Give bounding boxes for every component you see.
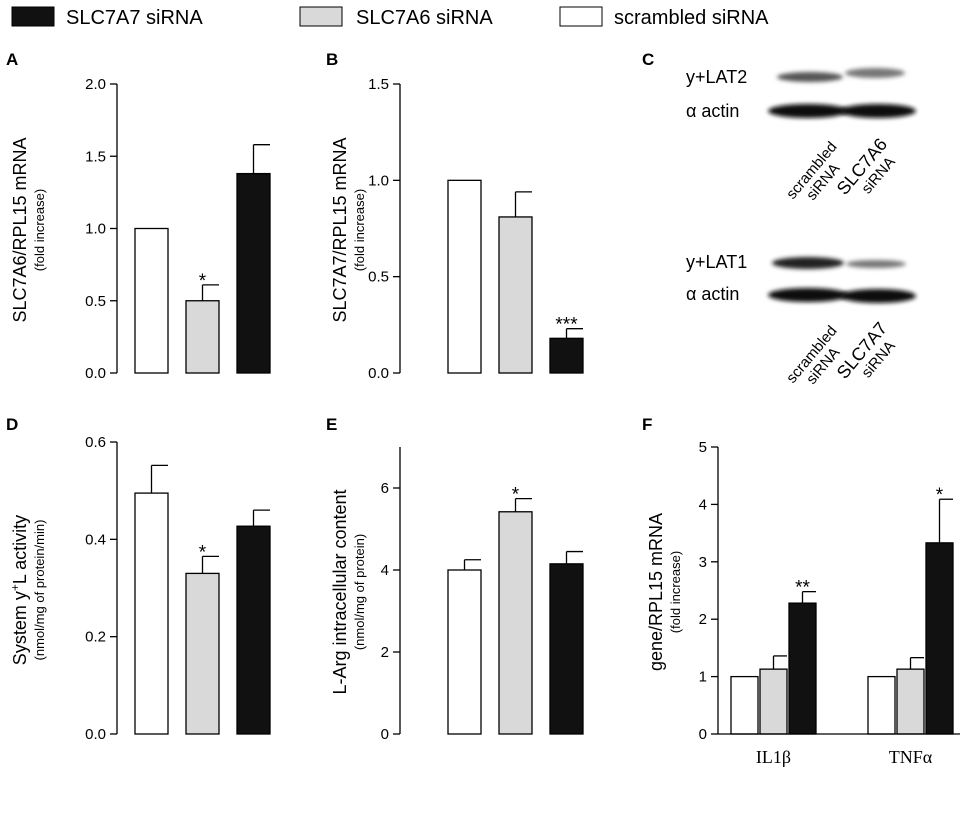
blot-band-ylat2-lane2 bbox=[845, 68, 905, 78]
chart-d-ylabel-main: System y bbox=[10, 591, 30, 665]
chart-b-significance: *** bbox=[555, 315, 578, 336]
chart-e-bar bbox=[498, 511, 533, 735]
blot-bottom-lane2-label: SLC7A7siRNA bbox=[833, 318, 904, 393]
chart-a-bar bbox=[236, 172, 271, 374]
blot-band-actin-top-lane2 bbox=[840, 104, 916, 118]
chart-e-ytick-label: 4 bbox=[381, 562, 389, 579]
chart-b-ytick-label: 1.5 bbox=[368, 76, 389, 93]
chart-e-ytick-label: 0 bbox=[381, 726, 389, 743]
chart-d-ytick-label: 0.6 bbox=[85, 434, 106, 451]
legend: SLC7A7 siRNA SLC7A6 siRNA scrambled siRN… bbox=[11, 6, 769, 29]
chart-e-ysublabel: (nmol/mg of protein) bbox=[352, 534, 367, 650]
chart-b-bar bbox=[498, 216, 533, 374]
chart-d-ytick-label: 0.4 bbox=[85, 531, 106, 548]
chart-a-ytick-label: 1.5 bbox=[85, 148, 106, 165]
chart-f: gene/RPL15 mRNA (fold increase) 012345**… bbox=[646, 439, 960, 767]
chart-e-bar bbox=[447, 569, 482, 735]
chart-d-significance: * bbox=[199, 542, 207, 563]
blot-band-ylat1-lane1 bbox=[772, 257, 844, 269]
chart-b: SLC7A7/RPL15 mRNA (fold increase) 0.0 0.5… bbox=[330, 76, 584, 382]
chart-f-category-label: TNFα bbox=[889, 747, 933, 767]
chart-b-ytick-label: 1.0 bbox=[368, 172, 389, 189]
chart-f-ytick-label: 1 bbox=[699, 669, 707, 686]
chart-f-bar bbox=[867, 675, 896, 735]
chart-b-ytick-label: 0.0 bbox=[368, 365, 389, 382]
chart-d-ylabel-tail: L activity bbox=[10, 515, 30, 584]
chart-a-ytick-label: 0.5 bbox=[85, 293, 106, 310]
chart-d-ylabel-sup: + bbox=[8, 584, 22, 591]
panel-letter-b: B bbox=[326, 50, 338, 69]
chart-d-ysublabel: (nmol/mg of protein/min) bbox=[32, 520, 47, 661]
blot-band-actin-bottom-lane2 bbox=[840, 289, 916, 303]
legend-label-slc7a6: SLC7A6 siRNA bbox=[356, 7, 493, 29]
blot-band-actin-bottom-lane1 bbox=[768, 288, 848, 302]
chart-d-ylabel: System y+L activity bbox=[8, 515, 30, 665]
chart-d-bar bbox=[185, 572, 220, 735]
chart-b-ylabel: SLC7A7/RPL15 mRNA bbox=[330, 137, 350, 322]
panel-letter-d: D bbox=[6, 415, 18, 434]
chart-d-bar bbox=[236, 525, 271, 735]
chart-a-ysublabel: (fold increase) bbox=[32, 189, 47, 271]
chart-f-bar bbox=[925, 542, 954, 735]
blot-panel: y+LAT2 α actin scrambledsiRNA SLC7A6siRN… bbox=[686, 67, 916, 393]
chart-f-bar bbox=[759, 668, 788, 735]
chart-d-ytick-label: 0.2 bbox=[85, 629, 106, 646]
blot-top-lane2-label: SLC7A6siRNA bbox=[833, 134, 904, 209]
chart-a-ytick-label: 2.0 bbox=[85, 76, 106, 93]
chart-a-ylabel: SLC7A6/RPL15 mRNA bbox=[10, 137, 30, 322]
chart-f-ysublabel: (fold increase) bbox=[668, 551, 683, 633]
chart-f-ylabel: gene/RPL15 mRNA bbox=[646, 513, 666, 671]
chart-a: SLC7A6/RPL15 mRNA (fold increase) 0.0 0.5… bbox=[10, 76, 271, 382]
chart-e-significance: * bbox=[512, 485, 520, 506]
chart-a-bar bbox=[185, 300, 220, 374]
blot-band-ylat1-lane2 bbox=[846, 260, 906, 268]
chart-b-ysublabel: (fold increase) bbox=[352, 189, 367, 271]
chart-f-bar bbox=[896, 668, 925, 735]
chart-d-ytick-label: 0.0 bbox=[85, 726, 106, 743]
chart-f-category-label: IL1β bbox=[756, 747, 791, 767]
legend-label-slc7a7: SLC7A7 siRNA bbox=[66, 7, 203, 29]
chart-f-ytick-label: 0 bbox=[699, 726, 707, 743]
panel-letter-e: E bbox=[326, 415, 337, 434]
chart-b-ytick-label: 0.5 bbox=[368, 269, 389, 286]
chart-a-bar bbox=[134, 227, 169, 374]
legend-swatch-slc7a7 bbox=[11, 6, 55, 27]
chart-b-bar bbox=[549, 337, 584, 374]
legend-swatch-scrambled bbox=[559, 6, 603, 27]
chart-f-ytick-label: 5 bbox=[699, 439, 707, 456]
chart-a-ytick-label: 0.0 bbox=[85, 365, 106, 382]
chart-e-ylabel: L-Arg intracellular content bbox=[330, 489, 350, 694]
blot-bottom: y+LAT1 α actin scrambledsiRNA SLC7A7siRN… bbox=[686, 252, 916, 393]
chart-f-significance: * bbox=[936, 485, 944, 506]
chart-d-bar bbox=[134, 492, 169, 735]
blot-band-ylat2-lane1 bbox=[777, 72, 843, 82]
chart-f-ytick-label: 2 bbox=[699, 611, 707, 628]
chart-f-ytick-label: 3 bbox=[699, 554, 707, 571]
chart-f-ytick-label: 4 bbox=[699, 496, 707, 513]
panel-letter-a: A bbox=[6, 50, 18, 69]
blot-bottom-band2-label: α actin bbox=[686, 284, 739, 304]
chart-e-ytick-label: 2 bbox=[381, 644, 389, 661]
panel-letter-f: F bbox=[642, 415, 652, 434]
chart-e-bar bbox=[549, 563, 584, 735]
chart-a-ytick-label: 1.0 bbox=[85, 221, 106, 238]
legend-swatch-slc7a6 bbox=[299, 6, 343, 27]
chart-e-ytick-label: 6 bbox=[381, 480, 389, 497]
chart-d: System y+L activity (nmol/mg of protein/… bbox=[8, 434, 271, 743]
panel-letter-c: C bbox=[642, 50, 654, 69]
blot-bottom-band1-label: y+LAT1 bbox=[686, 252, 747, 272]
blot-top: y+LAT2 α actin scrambledsiRNA SLC7A6siRN… bbox=[686, 67, 916, 209]
blot-top-band1-label: y+LAT2 bbox=[686, 67, 747, 87]
chart-a-significance: * bbox=[199, 271, 207, 292]
chart-e: L-Arg intracellular content (nmol/mg of … bbox=[330, 447, 584, 743]
blot-top-band2-label: α actin bbox=[686, 101, 739, 121]
legend-label-scrambled: scrambled siRNA bbox=[614, 7, 769, 29]
chart-f-bar bbox=[788, 602, 817, 735]
chart-f-significance: ** bbox=[795, 578, 810, 599]
chart-b-bar bbox=[447, 179, 482, 374]
blot-band-actin-top-lane1 bbox=[768, 104, 848, 118]
chart-f-bar bbox=[730, 675, 759, 735]
